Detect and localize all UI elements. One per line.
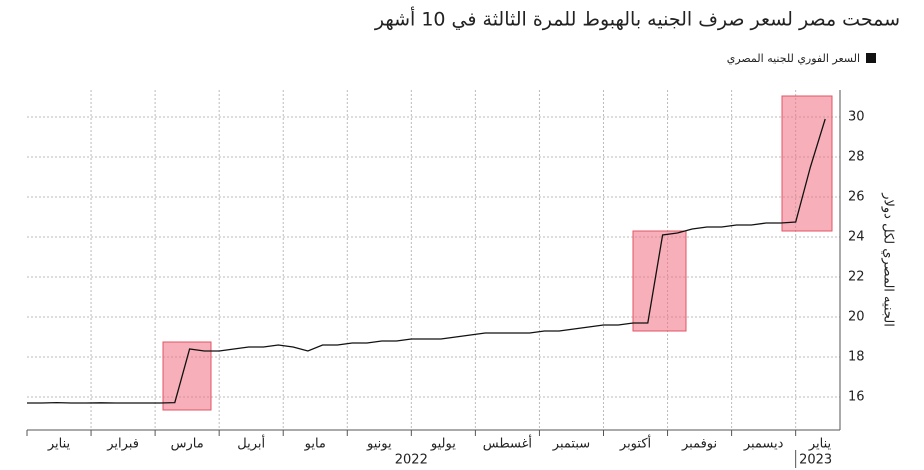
highlights [162,95,833,411]
legend-label: السعر الفوري للجنيه المصري [727,52,860,65]
y-axis-label: الجنيه المصري لكل دولار [881,192,896,327]
highlight-box [781,95,833,232]
y-tick-label: 22 [848,270,865,285]
highlight-box [632,230,687,332]
y-tick-label: 30 [848,110,865,125]
x-tick-label: يونيو [366,437,392,452]
x-tick-label: يوليو [430,437,456,452]
series-line [27,118,826,404]
x-tick-label: نوفمبر [681,437,717,452]
x-tick-label: مارس [171,437,204,452]
x-tick-label: ديسمبر [743,437,784,452]
x-tick-label: أكتوبر [619,435,651,452]
x-tick-label: مايو [304,437,326,452]
highlight-box [162,341,212,411]
x-tick-label: يناير [808,437,832,452]
legend-swatch [866,53,876,63]
x-tick-label: فبراير [106,437,139,452]
y-tick-label: 26 [848,190,865,205]
y-tick-label: 28 [848,150,865,165]
chart-title: سمحت مصر لسعر صرف الجنيه بالهبوط للمرة ا… [374,7,900,31]
y-tick-label: 18 [848,350,865,365]
y-tick-label: 20 [848,310,865,325]
y-tick-label: 16 [848,390,865,405]
year-label: 2023 [799,453,832,468]
x-tick-label: أغسطس [483,435,532,452]
x-tick-label: سبتمبر [552,437,590,452]
y-tick-label: 24 [848,230,865,245]
year-label: 2022 [395,453,428,468]
x-tick-label: أبريل [237,435,265,452]
x-tick-label: يناير [47,437,71,452]
